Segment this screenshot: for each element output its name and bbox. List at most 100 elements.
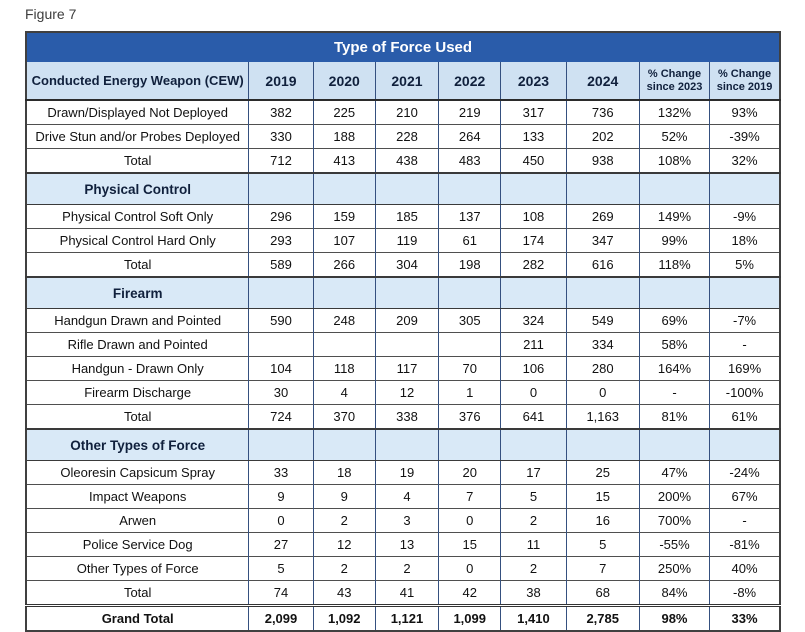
value-cell: 15 bbox=[565, 484, 640, 509]
value-cell: 334 bbox=[565, 332, 640, 357]
value-cell: 19 bbox=[374, 460, 439, 485]
table-row: Oleoresin Capsicum Spray 33 18 19 20 17 25 47% -… bbox=[25, 460, 780, 485]
row-label: Physical Control Soft Only bbox=[25, 204, 249, 229]
table-title: Type of Force Used bbox=[26, 32, 780, 62]
value-cell: 413 bbox=[312, 148, 376, 173]
value-cell: 209 bbox=[374, 308, 439, 333]
value-cell: -24% bbox=[709, 460, 780, 485]
value-cell: 164% bbox=[638, 356, 710, 381]
value-cell: 43 bbox=[312, 580, 376, 606]
value-cell: 938 bbox=[565, 148, 640, 173]
value-cell bbox=[374, 332, 439, 357]
value-cell: 18 bbox=[312, 460, 376, 485]
value-cell: -39% bbox=[709, 124, 780, 149]
value-cell: 317 bbox=[500, 99, 567, 125]
row-label: Handgun Drawn and Pointed bbox=[25, 308, 249, 333]
value-cell: 483 bbox=[438, 148, 501, 173]
value-cell: 0 bbox=[248, 508, 314, 533]
table-header-row: Conducted Energy Weapon (CEW) 2019 2020 … bbox=[25, 62, 780, 101]
value-cell: 3 bbox=[374, 508, 439, 533]
table-row: Physical Control Soft Only 296 159 185 137 10… bbox=[25, 204, 780, 229]
table-row: Total 724 370 338 376 641 1,163 81% 61% bbox=[25, 404, 780, 429]
table-row: Physical Control Hard Only 293 107 119 61 174… bbox=[25, 228, 780, 253]
column-header-2024: 2024 bbox=[565, 62, 640, 101]
value-cell: 47% bbox=[638, 460, 710, 485]
value-cell: 33 bbox=[248, 460, 314, 485]
value-cell: 266 bbox=[312, 252, 376, 277]
value-cell: 16 bbox=[565, 508, 640, 533]
value-cell: 450 bbox=[500, 148, 567, 173]
section-empty-cell bbox=[709, 428, 780, 461]
section-empty-cell bbox=[500, 428, 567, 461]
row-label: Impact Weapons bbox=[25, 484, 249, 509]
grand-total-value-cell: 1,121 bbox=[374, 604, 439, 631]
value-cell: 736 bbox=[565, 99, 640, 125]
section-empty-cell bbox=[312, 428, 376, 461]
value-cell: 67% bbox=[709, 484, 780, 509]
section-empty-cell bbox=[438, 428, 501, 461]
row-label: Total bbox=[25, 404, 249, 429]
value-cell: 185 bbox=[374, 204, 439, 229]
value-cell: 5% bbox=[709, 252, 780, 277]
section-empty-cell bbox=[638, 276, 710, 309]
row-label: Total bbox=[25, 252, 249, 277]
section-empty-cell bbox=[374, 172, 439, 205]
value-cell: 641 bbox=[500, 404, 567, 429]
section-title: Other Types of Force bbox=[25, 428, 249, 461]
value-cell: 12 bbox=[374, 380, 439, 405]
value-cell: 0 bbox=[438, 556, 501, 581]
value-cell: 4 bbox=[374, 484, 439, 509]
value-cell: 118 bbox=[312, 356, 376, 381]
value-cell: 104 bbox=[248, 356, 314, 381]
value-cell: 7 bbox=[438, 484, 501, 509]
column-header-cew: Conducted Energy Weapon (CEW) bbox=[25, 62, 249, 101]
section-empty-cell bbox=[374, 276, 439, 309]
column-header-2023: 2023 bbox=[500, 62, 567, 101]
value-cell: 210 bbox=[374, 99, 439, 125]
row-label: Drawn/Displayed Not Deployed bbox=[25, 99, 249, 125]
section-empty-cell bbox=[248, 428, 314, 461]
value-cell: 52% bbox=[638, 124, 710, 149]
value-cell: 198 bbox=[438, 252, 501, 277]
value-cell: 225 bbox=[312, 99, 376, 125]
value-cell: 264 bbox=[438, 124, 501, 149]
value-cell: 169% bbox=[709, 356, 780, 381]
value-cell: 174 bbox=[500, 228, 567, 253]
value-cell: 17 bbox=[500, 460, 567, 485]
table-row: Rifle Drawn and Pointed 211 334 58% - bbox=[25, 332, 780, 357]
value-cell: -55% bbox=[638, 532, 710, 557]
value-cell: 2 bbox=[500, 556, 567, 581]
value-cell: 2 bbox=[312, 556, 376, 581]
value-cell: 70 bbox=[438, 356, 501, 381]
section-empty-cell bbox=[565, 276, 640, 309]
type-of-force-table: Type of Force Used Conducted Energy Weap… bbox=[25, 31, 781, 632]
value-cell: 13 bbox=[374, 532, 439, 557]
table-row: Police Service Dog 27 12 13 15 11 5 -55% -81% bbox=[25, 532, 780, 557]
value-cell: 0 bbox=[438, 508, 501, 533]
value-cell: 724 bbox=[248, 404, 314, 429]
section-empty-cell bbox=[565, 428, 640, 461]
value-cell: 293 bbox=[248, 228, 314, 253]
value-cell: 370 bbox=[312, 404, 376, 429]
value-cell: 382 bbox=[248, 99, 314, 125]
section-header-row: Physical Control bbox=[25, 172, 780, 205]
value-cell: 12 bbox=[312, 532, 376, 557]
value-cell: 84% bbox=[638, 580, 710, 606]
row-label: Handgun - Drawn Only bbox=[25, 356, 249, 381]
value-cell: 304 bbox=[374, 252, 439, 277]
value-cell: 30 bbox=[248, 380, 314, 405]
value-cell: 133 bbox=[500, 124, 567, 149]
table-row: Impact Weapons 9 9 4 7 5 15 200% 67% bbox=[25, 484, 780, 509]
value-cell: 25 bbox=[565, 460, 640, 485]
section-empty-cell bbox=[248, 276, 314, 309]
value-cell: 20 bbox=[438, 460, 501, 485]
value-cell: 99% bbox=[638, 228, 710, 253]
value-cell bbox=[248, 332, 314, 357]
value-cell: 376 bbox=[438, 404, 501, 429]
value-cell: 9 bbox=[312, 484, 376, 509]
value-cell: 40% bbox=[709, 556, 780, 581]
table-row: Other Types of Force 5 2 2 0 2 7 250% 40% bbox=[25, 556, 780, 581]
value-cell: 5 bbox=[248, 556, 314, 581]
value-cell: 117 bbox=[374, 356, 439, 381]
table-row: Handgun Drawn and Pointed 590 248 209 305 324… bbox=[25, 308, 780, 333]
